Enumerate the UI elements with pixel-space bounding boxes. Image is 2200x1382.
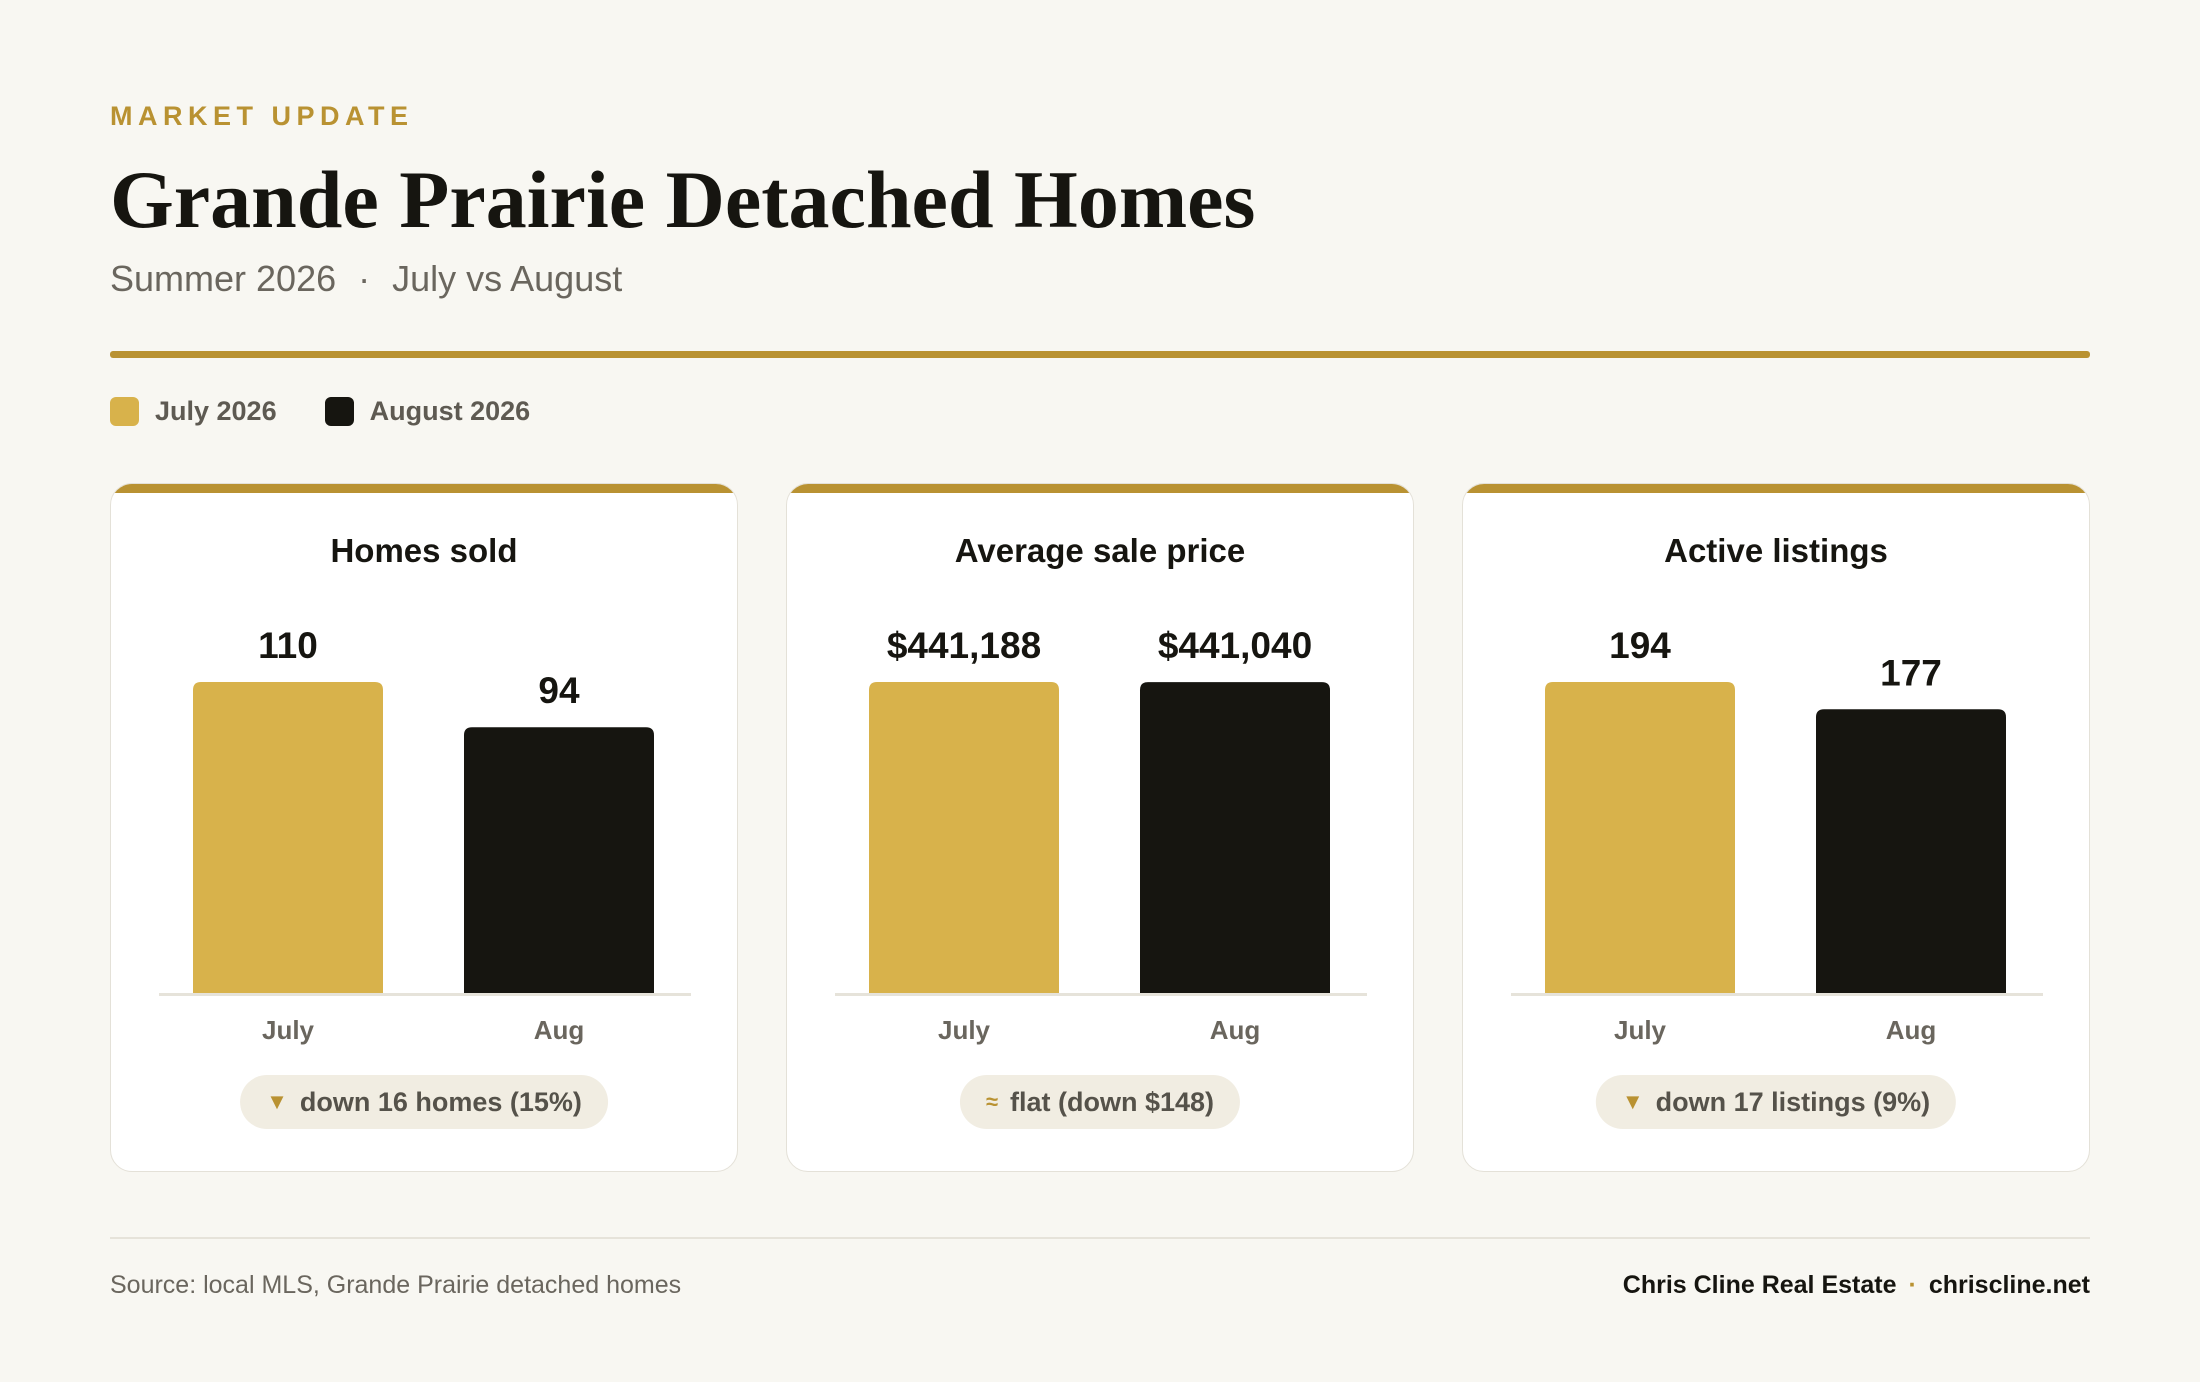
header-rule [110, 351, 2090, 358]
bar-july [193, 682, 383, 993]
x-tick-label: Aug [534, 1015, 585, 1045]
change-badge: ▼ down 16 homes (15%) [240, 1075, 608, 1129]
chart-plot: 194 July 177 Aug [1511, 625, 2043, 1045]
card-accent-bar [111, 484, 737, 493]
chart-title: Homes sold [330, 532, 518, 569]
change-text: down 17 listings (9%) [1655, 1086, 1931, 1117]
footer-rule [110, 1237, 2090, 1239]
x-tick-label: July [262, 1015, 315, 1045]
page-subtitle: Summer 2026 · July vs August [110, 258, 622, 300]
bar-aug [1140, 682, 1330, 993]
legend-label-july: July 2026 [155, 396, 277, 426]
legend: July 2026 August 2026 [110, 396, 530, 427]
brand-separator: · [1908, 1271, 1917, 1299]
chart-title: Average sale price [954, 532, 1246, 569]
brand-website: chriscline.net [1928, 1271, 2090, 1299]
bar-aug [1816, 709, 2006, 993]
chart-title: Active listings [1664, 532, 1888, 569]
x-tick-label: July [938, 1015, 991, 1045]
bar-july [1545, 682, 1735, 993]
legend-label-august: August 2026 [369, 396, 531, 426]
legend-item-july: July 2026 [110, 396, 277, 427]
change-badge: ▼ down 17 listings (9%) [1595, 1075, 1957, 1129]
page: MARKET UPDATE Grande Prairie Detached Ho… [110, 0, 2090, 1382]
bar-aug [464, 727, 654, 993]
footer-brand: Chris Cline Real Estate · chriscline.net [1623, 1271, 2090, 1300]
card-accent-bar [787, 484, 1413, 493]
brand-name: Chris Cline Real Estate [1622, 1271, 1897, 1299]
legend-swatch-august [324, 397, 354, 426]
data-label: 110 [258, 625, 318, 666]
chart-plot: $441,188 July $441,040 Aug [835, 625, 1367, 1045]
x-tick-label: July [1614, 1015, 1667, 1045]
change-badge: ≈ flat (down $148) [959, 1075, 1241, 1129]
data-label: $441,040 [1158, 625, 1312, 666]
subtitle-compare: July vs August [392, 258, 623, 299]
subtitle-separator: · [358, 258, 371, 299]
chart-card-homes-sold: Homes sold 110 July 94 Aug ▼ down 16 homes … [110, 483, 738, 1172]
data-label: 194 [1609, 625, 1671, 666]
legend-swatch-july [110, 397, 139, 426]
approx-equal-icon: ≈ [985, 1089, 999, 1114]
chart-plot: 110 July 94 Aug [159, 625, 691, 1045]
card-accent-bar [1463, 484, 2089, 493]
footer-source: Source: local MLS, Grande Prairie detach… [110, 1271, 682, 1299]
data-label: 177 [1880, 652, 1942, 693]
chart-card-active-listings: Active listings 194 July 177 Aug ▼ down 17 … [1462, 483, 2090, 1172]
down-triangle-icon: ▼ [266, 1089, 288, 1114]
page-title: Grande Prairie Detached Homes [110, 154, 1256, 245]
x-tick-label: Aug [1210, 1015, 1261, 1045]
chart-card-average-sale-price: Average sale price $441,188 July $441,040 A… [786, 483, 1414, 1172]
x-tick-label: Aug [1886, 1015, 1937, 1045]
change-text: down 16 homes (15%) [299, 1086, 582, 1117]
data-label: 94 [538, 670, 580, 711]
data-label: $441,188 [887, 625, 1041, 666]
legend-item-august: August 2026 [324, 396, 531, 427]
change-text: flat (down $148) [1010, 1086, 1215, 1117]
bar-july [869, 682, 1059, 993]
down-triangle-icon: ▼ [1621, 1089, 1644, 1114]
subtitle-season: Summer 2026 [110, 258, 337, 299]
eyebrow-label: MARKET UPDATE [110, 101, 414, 131]
